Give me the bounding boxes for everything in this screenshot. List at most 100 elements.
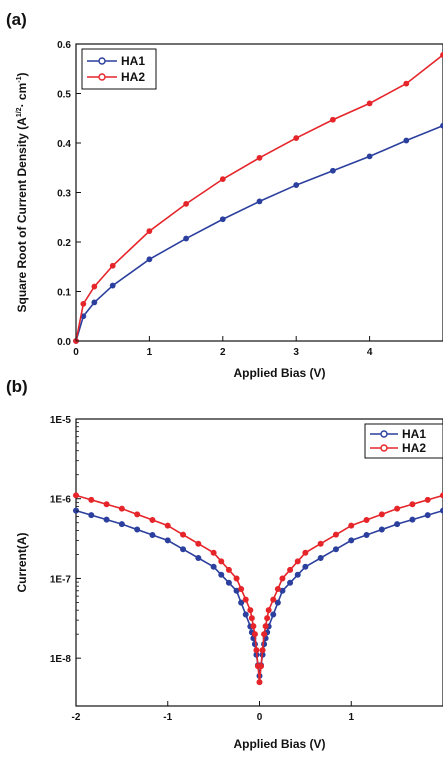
chart-a-y-axis-title-mid: · cm [15,83,29,108]
chart-b-point-ha1 [424,512,431,519]
chart-b-point-ha2 [248,615,255,622]
chart-b-point-ha2 [242,596,249,603]
chart-b-point-ha2 [134,511,141,518]
chart-b-point-ha2 [294,558,301,565]
chart-b-y-tick-label: 1E-7 [50,574,72,585]
chart-b-point-ha2 [250,623,257,630]
chart-a-point-ha2 [256,154,263,161]
chart-a-y-tick-label: 0.4 [57,139,71,150]
chart-a-point-ha2 [403,80,410,87]
chart-b-point-ha2 [149,516,156,523]
chart-b-point-ha1 [195,554,202,561]
chart-b-point-ha1 [274,599,281,606]
chart-a-point-ha1 [256,198,263,205]
chart-b-legend-label-ha1: HA1 [402,427,426,441]
chart-a-y-tick-label: 0.5 [57,90,71,101]
chart-b-point-ha1 [164,537,171,544]
chart-b-series-line-ha2 [75,494,443,683]
chart-b-point-ha2 [261,631,268,638]
chart-a-point-ha2 [329,116,336,123]
chart-a-legend-box [81,48,157,90]
chart-b-point-ha1 [242,611,249,618]
chart-b-point-ha2 [225,566,232,573]
chart-a-point-ha2 [366,100,373,107]
chart-a-x-tick-label: 2 [220,347,226,358]
chart-b-point-ha1 [103,516,110,523]
chart-a-y-axis-title-sup2: -1 [16,76,23,82]
chart-b-point-ha2 [264,615,271,622]
chart-b-point-ha1 [118,521,125,528]
chart-b-point-ha1 [225,579,232,586]
chart-a-point-ha1 [329,167,336,174]
chart-b-point-ha2 [332,531,339,538]
chart-b-point-ha1 [210,563,217,570]
chart-b-point-ha2 [378,511,385,518]
chart-b-point-ha1 [332,546,339,553]
chart-b-x-tick-label: 1 [348,712,354,723]
chart-b-point-ha2 [279,575,286,582]
chart-b-legend-label-ha2: HA2 [402,441,426,455]
chart-a-x-tick-label: 0 [73,347,79,358]
chart-a-point-ha1 [109,282,116,289]
chart-a-series-line-ha2 [75,54,443,342]
chart-a-point-ha2 [80,300,87,307]
chart-a-point-ha2 [183,200,189,207]
chart-a-point-ha1 [219,216,226,223]
chart-a-point-ha2 [219,176,226,183]
chart-b-point-ha2 [258,663,265,670]
chart-a-x-tick-label: 1 [147,347,153,358]
chart-b-point-ha2 [348,522,355,529]
chart-b-point-ha2 [195,540,202,547]
chart-b-point-ha2 [409,501,416,508]
chart-b-point-ha2 [259,647,266,654]
chart-a-point-ha1 [146,256,153,263]
chart-b-point-ha2 [302,549,309,556]
chart-a-legend-label-ha1: HA1 [121,54,145,68]
chart-b-point-ha1 [378,526,385,533]
chart-b-point-ha1 [302,563,309,570]
chart-b-point-ha1 [294,571,301,578]
panel-a-label: (a) [6,10,27,29]
chart-a-point-ha1 [403,137,410,144]
chart-b-point-ha2 [247,607,254,614]
chart-b-point-ha1 [149,531,156,538]
chart-b-point-ha2 [317,540,324,547]
chart-a-point-ha2 [146,228,153,235]
chart-a-legend-label-ha2: HA2 [121,70,145,84]
chart-a-y-tick-label: 0.6 [57,40,71,51]
chart-b-point-ha2 [164,522,171,529]
chart-b-point-ha1 [348,537,355,544]
chart-b-point-ha2 [274,586,281,593]
chart-a-y-axis-title-main: Square Root of Current Density (A [15,117,29,313]
chart-b-point-ha1 [287,579,294,586]
chart-b-x-tick-label: -2 [72,712,81,723]
chart-b-point-ha2 [210,549,217,556]
chart-a-x-axis-title: Applied Bias (V) [233,366,325,380]
chart-a-x-tick-label: 4 [367,347,373,358]
chart-b-point-ha1 [73,507,80,514]
chart-b-point-ha1 [180,546,187,553]
chart-a-point-ha2 [91,283,98,290]
chart-b-point-ha2 [265,607,272,614]
chart-a-point-ha1 [293,182,300,188]
chart-b-point-ha2 [394,505,401,512]
chart-b-point-ha2 [103,501,110,508]
chart-b-y-tick-label: 1E-5 [50,415,72,426]
chart-b-point-ha2 [118,505,125,512]
chart-b-legend-marker-ha1 [380,430,388,438]
chart-b-x-tick-label: 0 [257,712,263,723]
chart-a-y-tick-label: 0.0 [57,337,71,348]
chart-b-series-line-ha1 [75,509,443,676]
chart-a-y-axis-title-sup1: 1/2 [16,107,23,117]
chart-b-y-tick-label: 1E-8 [50,654,72,665]
chart-a-legend-marker-ha2 [98,73,106,81]
chart-a-y-axis-title-end: ) [15,72,29,76]
chart-a-point-ha1 [91,299,98,306]
chart-a-point-ha1 [183,235,189,242]
chart-b-point-ha2 [180,531,187,538]
